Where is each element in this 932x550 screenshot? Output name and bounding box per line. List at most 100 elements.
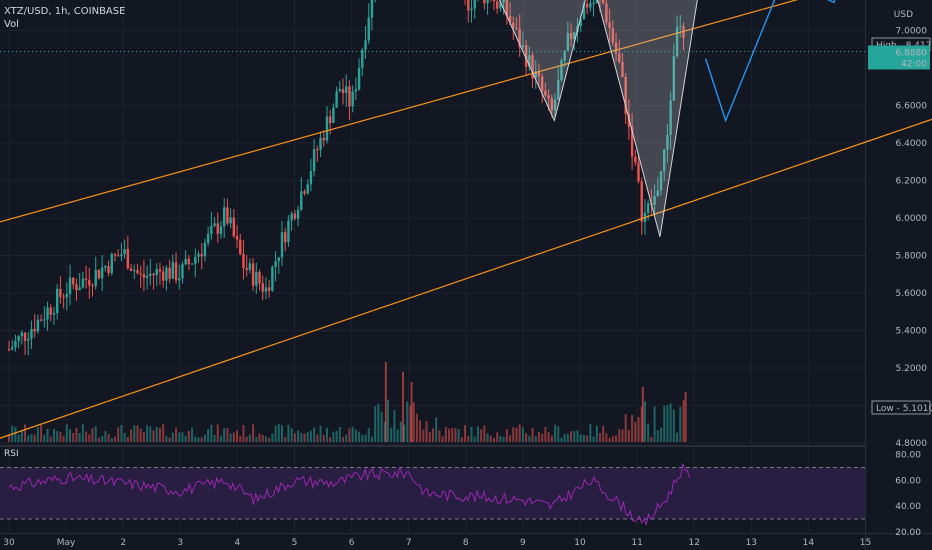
volume-bar — [27, 435, 30, 442]
volume-bar — [370, 436, 373, 442]
volume-bar — [425, 420, 428, 442]
candle-body — [669, 100, 672, 135]
volume-bar — [184, 435, 187, 442]
volume-bar — [49, 436, 52, 442]
volume-bar — [684, 392, 687, 442]
volume-bar — [187, 430, 190, 442]
candle-body — [171, 262, 175, 279]
time-tick-label: 15 — [860, 538, 871, 548]
candle-body — [496, 1, 499, 9]
candle-body — [637, 162, 640, 182]
price-tick-label: 6.2000 — [896, 177, 928, 187]
volume-bar — [194, 436, 197, 442]
candle-body — [656, 190, 659, 197]
candle-body — [94, 269, 97, 287]
candle-body — [126, 249, 130, 269]
volume-bar — [515, 427, 518, 442]
volume-bar — [608, 437, 611, 442]
volume-bar — [460, 437, 463, 442]
candle-body — [682, 26, 685, 39]
volume-bar — [133, 425, 136, 442]
volume-bar — [197, 437, 200, 442]
volume-bar — [643, 401, 646, 442]
time-tick-label: 30 — [3, 538, 15, 548]
volume-bar — [248, 434, 251, 442]
channel-line — [0, 0, 799, 223]
candle-body — [165, 267, 168, 281]
volume-bar — [14, 427, 17, 442]
volume-bar — [387, 399, 390, 442]
symbol-line: XTZ/USD, 1h, COINBASE — [4, 6, 126, 17]
volume-bar — [412, 402, 415, 442]
candle-body — [210, 225, 213, 234]
volume-bar — [441, 436, 444, 442]
candle-body — [81, 278, 85, 288]
candle-body — [55, 288, 59, 313]
candle-body — [611, 28, 615, 43]
candle-body — [68, 277, 72, 295]
time-tick-label: 6 — [349, 538, 355, 548]
volume-bar — [454, 428, 457, 442]
volume-bar — [113, 436, 116, 442]
volume-bar — [146, 425, 149, 442]
candle-body — [659, 171, 663, 191]
candle-body — [618, 53, 621, 63]
candle-body — [97, 269, 101, 279]
candle-body — [152, 273, 155, 276]
volume-bar — [592, 436, 595, 442]
candle-body — [261, 283, 264, 292]
candle-body — [544, 90, 547, 96]
candle-body — [206, 233, 210, 243]
candle-body — [569, 32, 573, 40]
candle-body — [557, 79, 560, 100]
last-price-text: 6.8880 — [896, 49, 928, 59]
volume-bar — [512, 427, 515, 442]
volume-bar — [162, 424, 165, 442]
candle-body — [245, 268, 248, 270]
volume-bar — [252, 424, 255, 442]
candle-body — [46, 307, 49, 320]
volume-bar — [239, 436, 242, 442]
time-tick-label: 11 — [631, 538, 642, 548]
volume-bar — [679, 406, 682, 442]
volume-bar — [509, 435, 512, 442]
candle-body — [100, 267, 104, 279]
candle-body — [640, 181, 643, 222]
volume-bar — [650, 436, 653, 442]
volume-bar — [219, 435, 222, 442]
volume-bar — [570, 431, 573, 442]
candle-body — [136, 270, 139, 273]
time-tick-label: 10 — [574, 538, 586, 548]
chart-header: XTZ/USD, 1h, COINBASE Vol — [4, 5, 125, 31]
candle-body — [33, 328, 36, 332]
volume-bar — [306, 432, 309, 442]
candle-body — [222, 207, 226, 227]
volume-bar — [528, 435, 531, 442]
volume-bar — [158, 427, 161, 442]
volume-bar — [88, 434, 91, 442]
volume-bar — [329, 437, 332, 442]
candle-body — [232, 217, 236, 237]
volume-bar — [566, 433, 569, 442]
candle-body — [62, 297, 65, 299]
volume-bar — [672, 409, 675, 442]
volume-bar — [403, 424, 406, 442]
volume-bar — [656, 430, 659, 442]
candle-body — [560, 60, 563, 80]
candle-body — [515, 27, 518, 29]
volume-bar — [300, 433, 303, 442]
volume-bar — [451, 427, 454, 442]
volume-bar — [232, 432, 235, 442]
volume-bar — [422, 429, 425, 442]
volume-bar — [560, 437, 563, 442]
price-tick-label: 5.6000 — [896, 289, 928, 299]
candle-body — [534, 71, 537, 79]
candle-body — [621, 62, 624, 77]
candle-body — [319, 137, 322, 151]
time-tick-label: 13 — [746, 538, 757, 548]
candle-body — [502, 0, 505, 3]
candle-body — [566, 32, 570, 51]
currency-label: USD — [894, 10, 913, 20]
candle-body — [492, 0, 496, 2]
